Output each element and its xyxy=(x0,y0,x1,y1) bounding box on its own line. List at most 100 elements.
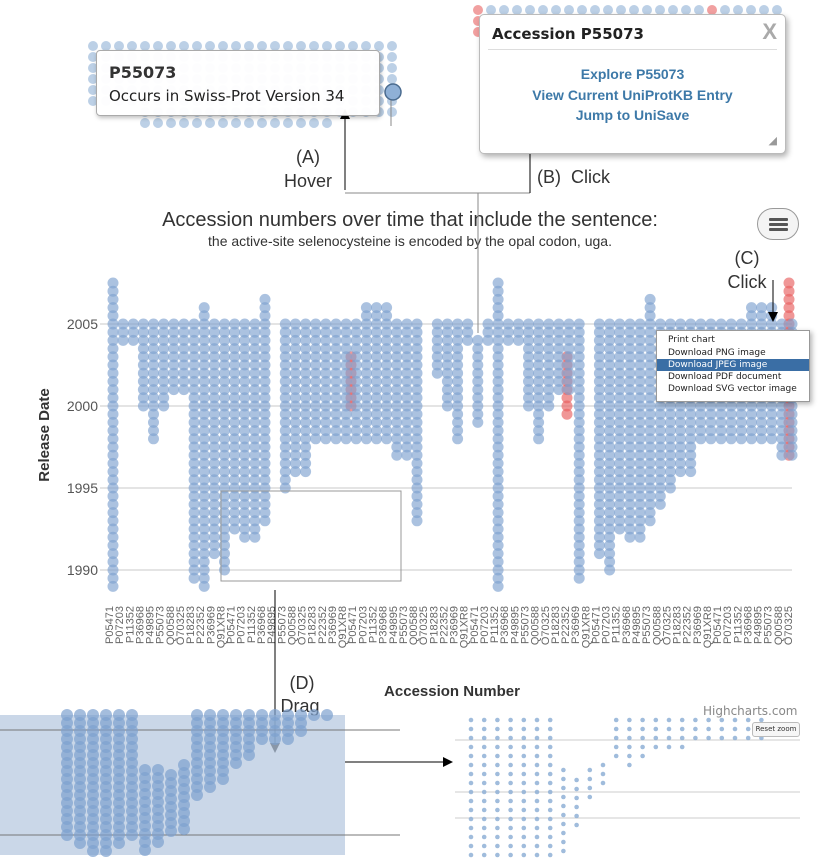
jump-to-unisave-link[interactable]: Jump to UniSave xyxy=(575,107,690,123)
x-category-label: P07203 xyxy=(479,606,491,644)
data-point xyxy=(381,400,393,412)
data-point xyxy=(746,310,757,322)
explore-link[interactable]: Explore P55073 xyxy=(580,66,685,82)
data-point xyxy=(593,457,605,469)
inset-point xyxy=(387,74,397,84)
data-points[interactable] xyxy=(107,277,798,592)
data-point xyxy=(107,416,119,428)
data-point xyxy=(289,359,301,371)
data-point xyxy=(229,326,241,338)
data-point xyxy=(219,466,230,478)
view-current-entry-link[interactable]: View Current UniProtKB Entry xyxy=(532,87,733,103)
data-point xyxy=(543,375,555,387)
data-point xyxy=(219,343,230,355)
inset-point xyxy=(296,41,306,51)
close-icon[interactable]: X xyxy=(762,19,777,44)
data-point xyxy=(381,302,393,314)
data-point xyxy=(634,375,646,387)
data-point xyxy=(168,343,180,355)
data-point xyxy=(563,384,575,396)
data-point xyxy=(593,367,605,379)
data-point xyxy=(523,400,534,412)
drag-zoom-inset[interactable] xyxy=(0,709,400,857)
data-point xyxy=(654,490,666,502)
data-point xyxy=(107,351,119,363)
data-point xyxy=(502,334,514,346)
data-point xyxy=(452,400,464,412)
data-point xyxy=(472,416,484,428)
reset-zoom-button[interactable]: Reset zoom xyxy=(752,722,800,737)
inset-point xyxy=(616,5,626,15)
zoomed-point xyxy=(640,753,645,759)
menu-item-png[interactable]: Download PNG image xyxy=(668,348,766,358)
data-point xyxy=(401,351,413,363)
data-point xyxy=(543,343,555,355)
zoomed-point xyxy=(508,825,513,831)
y-tick-label: 1995 xyxy=(67,480,98,496)
data-point xyxy=(188,498,200,510)
data-point xyxy=(644,474,656,486)
data-point xyxy=(401,384,413,396)
data-point xyxy=(350,351,362,363)
data-point xyxy=(300,433,312,445)
accession-dialog[interactable]: Accession P55073 X Explore P55073 View C… xyxy=(479,14,786,154)
drag-inset-point xyxy=(321,709,333,721)
data-point xyxy=(137,351,149,363)
data-point xyxy=(229,433,241,445)
data-point xyxy=(208,482,220,494)
data-point xyxy=(198,433,210,445)
menu-item-print[interactable]: Print chart xyxy=(668,335,715,345)
inset-point xyxy=(283,41,293,51)
data-point xyxy=(452,392,464,404)
data-point xyxy=(654,466,666,478)
data-point xyxy=(178,326,190,338)
zoomed-point xyxy=(481,825,487,831)
resize-grip-icon[interactable]: ◢ xyxy=(768,135,777,147)
data-point xyxy=(320,367,332,379)
data-point xyxy=(573,466,585,478)
data-point xyxy=(573,351,585,363)
data-point xyxy=(523,343,534,355)
data-point xyxy=(634,334,646,346)
data-point xyxy=(208,334,220,346)
menu-item-pdf[interactable]: Download PDF document xyxy=(668,372,782,382)
data-point xyxy=(219,367,230,379)
x-category-label: P11352 xyxy=(732,606,744,643)
data-point xyxy=(239,474,251,486)
data-point xyxy=(401,318,413,330)
data-point xyxy=(776,441,788,453)
data-point xyxy=(289,334,301,346)
data-point xyxy=(735,425,747,437)
menu-item-svg[interactable]: Download SVG vector image xyxy=(668,384,797,394)
data-point xyxy=(300,334,312,346)
data-point xyxy=(249,400,261,412)
zoomed-point xyxy=(481,735,487,741)
zoomed-point xyxy=(640,735,645,741)
data-point xyxy=(219,548,230,560)
zoomed-point xyxy=(547,717,553,723)
data-point xyxy=(441,334,453,346)
zoomed-point xyxy=(600,771,606,777)
data-point xyxy=(482,334,494,346)
x-category-label: P11352 xyxy=(124,606,136,643)
hover-target-point[interactable] xyxy=(384,83,402,101)
data-point xyxy=(614,318,626,330)
data-point xyxy=(360,367,372,379)
data-point xyxy=(543,326,555,338)
data-point xyxy=(279,334,291,346)
data-point xyxy=(219,457,230,469)
export-menu-button[interactable] xyxy=(757,208,799,240)
zoomed-point xyxy=(627,762,632,768)
data-point xyxy=(523,318,534,330)
data-point xyxy=(431,367,443,379)
highcharts-credits[interactable]: Highcharts.com xyxy=(703,704,798,718)
data-point xyxy=(411,408,423,420)
data-point xyxy=(249,531,261,543)
menu-item-jpeg[interactable]: Download JPEG image xyxy=(657,359,809,371)
inset-point xyxy=(179,41,189,51)
inset-point xyxy=(218,41,228,51)
data-point xyxy=(573,490,585,502)
export-menu[interactable]: Print chart Download PNG image Download … xyxy=(656,330,810,402)
zoomed-point xyxy=(640,744,645,750)
